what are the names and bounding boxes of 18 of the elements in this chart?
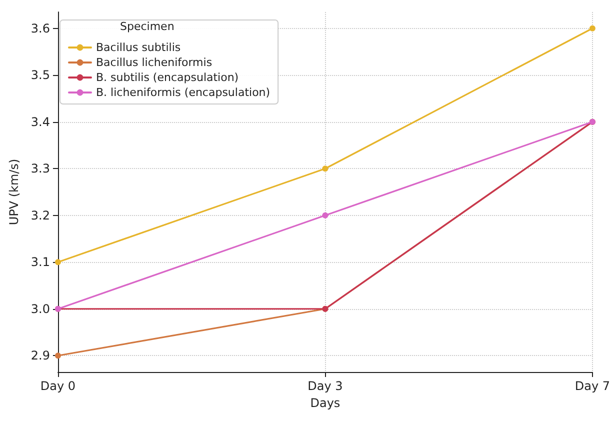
y-axis-title: UPV (km/s) [7,158,21,226]
y-tick-label: 3.3 [30,162,50,176]
x-tick-label: Day 7 [574,379,610,393]
y-tick-label: 2.9 [30,348,50,363]
legend-title: Specimen [120,20,174,33]
y-tick-label: 3.4 [30,114,50,129]
y-tick-label: 3.2 [30,208,50,222]
legend-label: Bacillus subtilis [96,41,181,54]
y-tick-label: 3.1 [30,255,50,270]
legend-label: Bacillus licheniformis [96,56,212,69]
x-tick-label: Day 0 [40,379,76,393]
y-tick-label: 3.6 [30,21,50,36]
y-tick-label: 3.0 [30,302,50,316]
x-tick-label: Day 3 [308,379,343,393]
legend-label: B. subtilis (encapsulation) [96,71,239,84]
legend-label: B. licheniformis (encapsulation) [96,86,270,99]
y-tick-label: 3.5 [30,68,50,82]
x-axis-title: Days [310,396,340,410]
